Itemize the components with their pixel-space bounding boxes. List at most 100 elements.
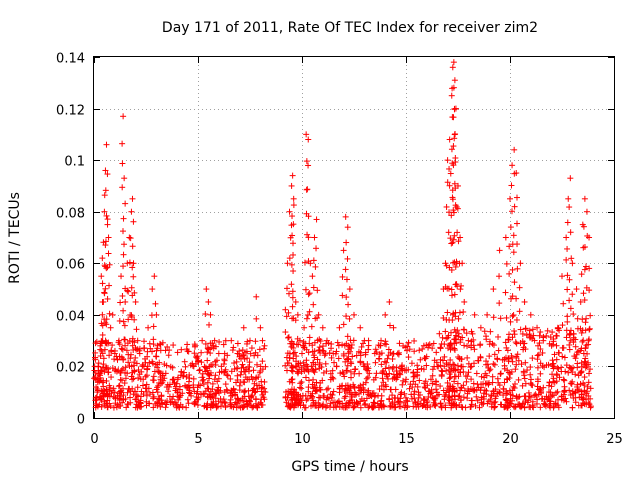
roti-point	[353, 399, 360, 406]
roti-point	[534, 356, 541, 363]
roti-point	[103, 212, 110, 219]
roti-point	[342, 266, 349, 273]
roti-point	[488, 392, 495, 399]
roti-point	[149, 286, 156, 293]
roti-point	[191, 343, 198, 350]
roti-point	[163, 362, 170, 369]
roti-point	[256, 369, 263, 376]
roti-point	[361, 402, 368, 409]
roti-point	[509, 392, 516, 399]
roti-point	[451, 180, 458, 187]
roti-point	[455, 393, 462, 400]
roti-point	[504, 376, 511, 383]
roti-point	[392, 404, 399, 411]
roti-point	[336, 324, 343, 331]
roti-point	[131, 368, 138, 375]
roti-point	[449, 194, 456, 201]
roti-point	[181, 358, 188, 365]
roti-point	[343, 367, 350, 374]
roti-point	[403, 397, 410, 404]
roti-point	[451, 135, 458, 142]
roti-point	[137, 376, 144, 383]
roti-point	[563, 234, 570, 241]
roti-point	[455, 366, 462, 373]
roti-point	[572, 355, 579, 362]
roti-point	[290, 345, 297, 352]
roti-point	[319, 377, 326, 384]
roti-point	[537, 346, 544, 353]
roti-point	[99, 255, 106, 262]
roti-point	[329, 374, 336, 381]
roti-point	[105, 339, 112, 346]
roti-point	[234, 376, 241, 383]
roti-point	[551, 400, 558, 407]
roti-point	[119, 399, 126, 406]
roti-point	[566, 341, 573, 348]
roti-point	[191, 350, 198, 357]
roti-point	[244, 401, 251, 408]
roti-point	[121, 241, 128, 248]
roti-point	[181, 382, 188, 389]
roti-point	[260, 345, 267, 352]
roti-point	[394, 350, 401, 357]
roti-point	[103, 316, 110, 323]
roti-point	[334, 339, 341, 346]
roti-point	[92, 340, 99, 347]
roti-point	[346, 286, 353, 293]
roti-point	[529, 402, 536, 409]
roti-point	[298, 385, 305, 392]
roti-point	[228, 368, 235, 375]
roti-point	[239, 395, 246, 402]
roti-point	[124, 287, 131, 294]
roti-point	[283, 285, 290, 292]
roti-point	[586, 326, 593, 333]
roti-point	[382, 381, 389, 388]
roti-point	[384, 373, 391, 380]
roti-point	[394, 374, 401, 381]
roti-point	[350, 404, 357, 411]
roti-point	[410, 369, 417, 376]
roti-point	[186, 390, 193, 397]
roti-point	[165, 352, 172, 359]
roti-point	[511, 279, 518, 286]
roti-point	[350, 337, 357, 344]
x-axis: 0 5 10 15 20 25	[90, 57, 623, 447]
roti-point	[222, 368, 229, 375]
roti-point	[530, 332, 537, 339]
roti-point	[307, 260, 314, 267]
roti-point	[345, 400, 352, 407]
roti-point	[222, 381, 229, 388]
roti-point	[521, 298, 528, 305]
roti-point	[544, 327, 551, 334]
roti-point	[119, 346, 126, 353]
x-tick-label: 10	[294, 432, 311, 447]
roti-point	[303, 131, 310, 138]
roti-point	[487, 396, 494, 403]
roti-point	[104, 366, 111, 373]
roti-point	[363, 375, 370, 382]
roti-point	[330, 404, 337, 411]
roti-point	[496, 389, 503, 396]
roti-point	[120, 356, 127, 363]
roti-point	[579, 338, 586, 345]
roti-point	[501, 379, 508, 386]
roti-point	[449, 344, 456, 351]
roti-point	[322, 404, 329, 411]
roti-point	[165, 388, 172, 395]
roti-point	[345, 301, 352, 308]
roti-point	[541, 396, 548, 403]
roti-point	[119, 292, 126, 299]
roti-point	[431, 395, 438, 402]
roti-point	[563, 398, 570, 405]
roti-point	[431, 357, 438, 364]
roti-point	[348, 345, 355, 352]
roti-point	[289, 232, 296, 239]
roti-point	[400, 399, 407, 406]
roti-point	[447, 235, 454, 242]
roti-point	[119, 140, 126, 147]
roti-point	[309, 393, 316, 400]
roti-point	[262, 389, 269, 396]
roti-point	[204, 357, 211, 364]
roti-point	[241, 349, 248, 356]
roti-point	[144, 348, 151, 355]
